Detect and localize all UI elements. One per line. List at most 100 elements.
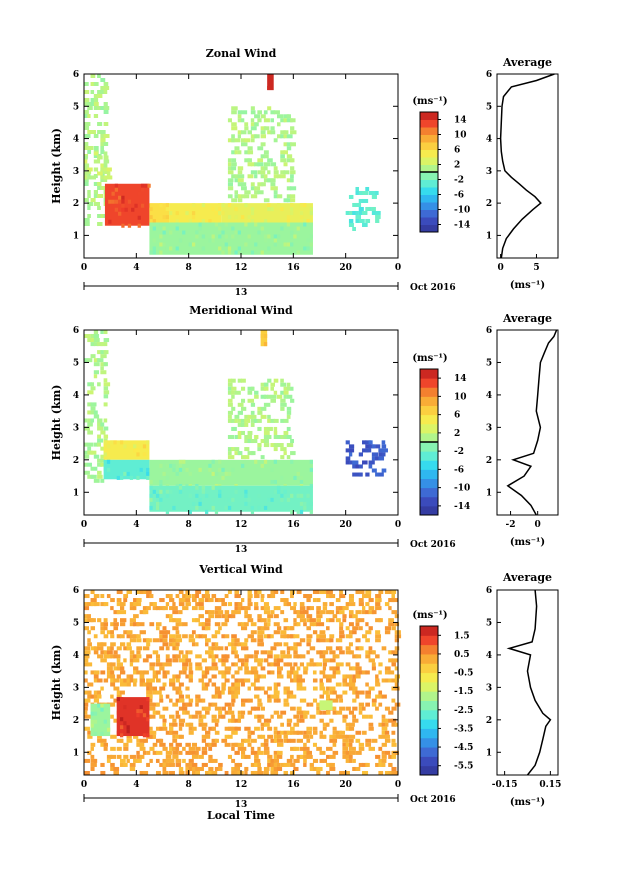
heatmap-cell: [149, 690, 153, 695]
heatmap-cell: [175, 654, 181, 659]
heatmap-cell: [221, 738, 228, 743]
heatmap-cell: [247, 162, 253, 167]
heatmap-cell: [260, 182, 266, 187]
heatmap-cell: [165, 207, 170, 212]
heatmap-cell: [205, 598, 211, 603]
heatmap-cell: [116, 646, 122, 651]
heatmap-cell: [214, 598, 220, 603]
heatmap-cell: [263, 426, 269, 431]
heatmap-cell: [355, 662, 360, 667]
heatmap-cell: [129, 662, 134, 667]
heatmap-cell: [339, 622, 344, 627]
heatmap-cell: [286, 215, 291, 220]
heatmap-cell: [293, 674, 299, 679]
heatmap-cell: [178, 489, 183, 494]
heatmap-cell: [263, 690, 268, 695]
heatmap-cell: [234, 726, 241, 731]
heatmap-cell: [270, 762, 276, 767]
heatmap-cell: [142, 770, 149, 775]
heatmap-cell: [188, 758, 194, 763]
heatmap-cell: [244, 422, 249, 427]
heatmap-cell: [100, 454, 106, 459]
heatmap-cell: [339, 626, 344, 631]
heatmap-cell: [296, 682, 303, 687]
heatmap-cell: [326, 638, 332, 643]
heatmap-cell: [113, 654, 119, 659]
heatmap-cell: [290, 118, 296, 123]
heatmap-cell: [339, 590, 343, 595]
heatmap-cell: [345, 674, 353, 679]
heatmap-cell: [303, 750, 310, 755]
heatmap-cell: [90, 746, 94, 751]
heatmap-cell: [270, 670, 275, 675]
heatmap-cell: [273, 698, 279, 703]
heatmap-cell: [224, 614, 229, 619]
heatmap-cell: [237, 762, 243, 767]
heatmap-cell: [375, 634, 382, 639]
heatmap-cell: [348, 634, 353, 639]
heatmap-cell: [93, 442, 99, 447]
heatmap-cell: [237, 434, 242, 440]
heatmap-cell: [175, 674, 181, 679]
heatmap-cell: [231, 770, 238, 775]
heatmap-cell: [306, 642, 311, 647]
heatmap-cell: [280, 226, 284, 231]
heatmap-region: [221, 203, 313, 228]
heatmap-cell: [290, 762, 296, 767]
heatmap-cell: [231, 406, 236, 411]
profile-y-tick-label: 5: [486, 358, 492, 368]
colorbar-tick-label: 2: [454, 161, 460, 171]
heatmap-cell: [241, 646, 246, 651]
heatmap-cell: [188, 730, 194, 735]
heatmap-cell: [159, 222, 163, 227]
heatmap-cell: [283, 386, 289, 391]
x-tick-label: 8: [186, 263, 192, 273]
heatmap-cell: [299, 614, 305, 619]
heatmap-cell: [290, 678, 294, 683]
heatmap-cell: [303, 754, 309, 759]
heatmap-cell: [87, 450, 93, 455]
colorbar-swatch: [420, 681, 438, 692]
heatmap-cell: [100, 178, 104, 182]
heatmap-cell: [149, 207, 153, 212]
heatmap-cell: [97, 74, 101, 78]
heatmap-cell: [126, 725, 130, 730]
heatmap-cell: [267, 246, 271, 251]
heatmap-cell: [371, 206, 376, 211]
heatmap-cell: [123, 658, 127, 663]
heatmap-cell: [329, 690, 334, 695]
heatmap-cell: [119, 475, 124, 480]
heatmap-cell: [87, 614, 91, 619]
heatmap-cell: [103, 719, 107, 724]
heatmap-cell: [162, 726, 168, 731]
heatmap-cell: [93, 98, 99, 102]
heatmap-cell: [234, 654, 240, 659]
heatmap-cell: [218, 467, 222, 472]
heatmap-cell: [227, 215, 232, 220]
heatmap-cell: [159, 666, 165, 671]
colorbar-swatch: [420, 112, 438, 120]
heatmap-cell: [257, 702, 263, 707]
heatmap-cell: [159, 479, 163, 484]
heatmap-cell: [124, 207, 128, 212]
heatmap-cell: [276, 666, 284, 671]
heatmap-cell: [110, 654, 115, 659]
heatmap-cell: [103, 650, 109, 655]
heatmap-cell: [237, 451, 243, 456]
heatmap-cell: [227, 390, 233, 395]
heatmap-cell: [126, 471, 130, 476]
heatmap-cell: [90, 590, 95, 595]
heatmap-cell: [329, 594, 336, 599]
heatmap-cell: [296, 226, 300, 231]
heatmap-cell: [133, 658, 140, 663]
heatmap-cell: [139, 622, 145, 627]
heatmap-cell: [84, 606, 90, 611]
heatmap-cell: [273, 170, 279, 175]
heatmap-cell: [270, 118, 275, 123]
heatmap-cell: [182, 594, 188, 599]
heatmap-cell: [136, 634, 141, 639]
heatmap-cell: [244, 654, 249, 659]
colorbar-swatch: [420, 149, 438, 158]
heatmap-cell: [87, 114, 91, 118]
heatmap-cell: [270, 382, 275, 387]
